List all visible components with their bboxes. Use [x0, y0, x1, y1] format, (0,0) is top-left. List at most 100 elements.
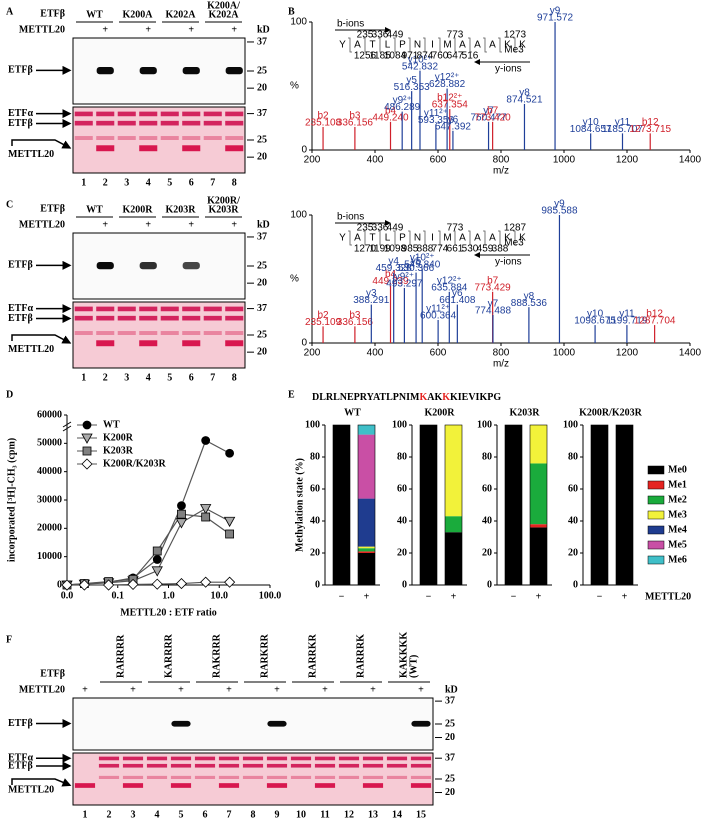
bar-segment	[333, 425, 350, 585]
residue: A	[489, 40, 496, 51]
y-tick-label: 0	[57, 579, 62, 590]
peak-mz: 542.832	[402, 61, 439, 72]
marker-label: 20	[257, 151, 267, 162]
marker-label: 20	[445, 732, 455, 743]
cleavage-mark	[468, 37, 472, 53]
y-tick-label: 100	[563, 419, 578, 430]
band-arrow	[11, 139, 72, 149]
peak-label: y10	[587, 309, 604, 320]
panel-label: F	[6, 634, 12, 645]
residue: I	[431, 233, 434, 244]
plus-sign: +	[188, 24, 194, 35]
y-tick-label: 20	[482, 547, 492, 558]
unit-label: kD	[445, 684, 458, 695]
ponceau-band	[225, 306, 244, 312]
peak-label: y12²⁺	[437, 275, 462, 286]
y-tick-label: 80	[310, 451, 320, 462]
y-ions-label: y-ions	[495, 64, 522, 75]
bar-segment	[591, 425, 608, 585]
cleavage-mark	[453, 230, 457, 246]
data-point	[201, 436, 211, 445]
peak-mz: 760.477	[470, 112, 507, 123]
ponceau-band	[160, 315, 179, 321]
ponceau-band	[117, 331, 136, 335]
residue: Y	[339, 40, 346, 51]
b-ions-label: b-ions	[337, 212, 364, 223]
x-tick-label: 0.0	[61, 590, 74, 601]
ponceau-band	[170, 783, 192, 788]
ponceau-band	[139, 120, 158, 126]
peak-mz: 1185.707	[602, 124, 643, 135]
y-axis-label: %	[290, 81, 299, 92]
marker-label: 37	[257, 108, 267, 119]
lane-number: 5	[167, 177, 172, 188]
ponceau-band	[290, 756, 312, 761]
row-label: METTL20	[19, 24, 65, 35]
cleavage-mark	[348, 230, 352, 246]
peak-mz: 235.109	[305, 317, 342, 328]
ponceau-band	[96, 315, 115, 321]
ponceau-band	[182, 315, 201, 321]
ponceau-band	[139, 306, 158, 312]
legend-label: Me3	[668, 509, 687, 520]
peak-mz: 773.420	[475, 112, 512, 123]
peak-label: b12	[646, 309, 663, 320]
lane-label: K203R	[209, 204, 240, 215]
peak-mz: 1287.704	[634, 316, 676, 327]
peak-mz: 493.297	[386, 279, 423, 290]
ponceau-band	[182, 120, 201, 126]
ponceau-band	[96, 136, 115, 140]
y-ion-number: 874	[417, 51, 434, 62]
ponceau-band	[146, 756, 168, 761]
lane-label: RARRKR	[307, 633, 318, 678]
b-ion-number: 449	[387, 223, 404, 234]
cleavage-mark	[483, 230, 487, 246]
x-tick-label: 1200	[616, 348, 639, 359]
ponceau-label: METTL20	[8, 149, 54, 160]
legend-label: Me1	[668, 479, 687, 490]
y-tick-label: 40000	[37, 466, 62, 477]
residue: T	[369, 233, 375, 244]
peak-mz: 637.354	[432, 100, 469, 111]
x-tick-label: 100.0	[259, 590, 282, 601]
lane-label: RAKRRR	[211, 633, 222, 678]
ponceau-band	[74, 331, 93, 335]
x-tick-label: 1000	[553, 348, 576, 359]
y-tick-label: 40	[397, 515, 407, 526]
bar-segment	[530, 524, 547, 528]
residue: N	[414, 233, 421, 244]
row-label: ETFβ	[40, 668, 65, 679]
ponceau-band	[314, 775, 336, 779]
ponceau-band	[182, 111, 201, 117]
marker-label: 37	[257, 303, 267, 314]
data-point	[201, 512, 211, 522]
ponceau-band	[160, 331, 179, 335]
ponceau-band	[117, 136, 136, 140]
bar-segment	[358, 498, 375, 547]
legend-symbol	[82, 420, 92, 430]
ponceau-band	[266, 763, 288, 768]
y-tick-label: 20	[397, 547, 407, 558]
peak-label: y11	[615, 117, 631, 128]
lane-number: 15	[416, 809, 426, 820]
ponceau-band	[362, 756, 384, 761]
ponceau-band	[266, 783, 288, 788]
ponceau-band	[225, 120, 244, 126]
peak-label: b7	[487, 105, 499, 116]
lane-number: 6	[203, 809, 208, 820]
ponceau-band	[225, 315, 244, 321]
ponceau-band	[139, 340, 158, 347]
marker-label: 25	[257, 260, 267, 271]
lane-number: 14	[392, 809, 402, 820]
plus-sign: +	[226, 684, 232, 695]
x-tick-label: 200	[304, 155, 321, 166]
peak-label: y8	[519, 88, 530, 99]
ponceau-band	[160, 111, 179, 117]
plus-sign: +	[145, 219, 151, 230]
cleavage-mark	[348, 37, 352, 53]
bar-segment	[505, 425, 522, 585]
x-tick-label: 200	[304, 348, 321, 359]
x-tick-label: 10.0	[211, 590, 229, 601]
ponceau-band	[203, 306, 222, 312]
